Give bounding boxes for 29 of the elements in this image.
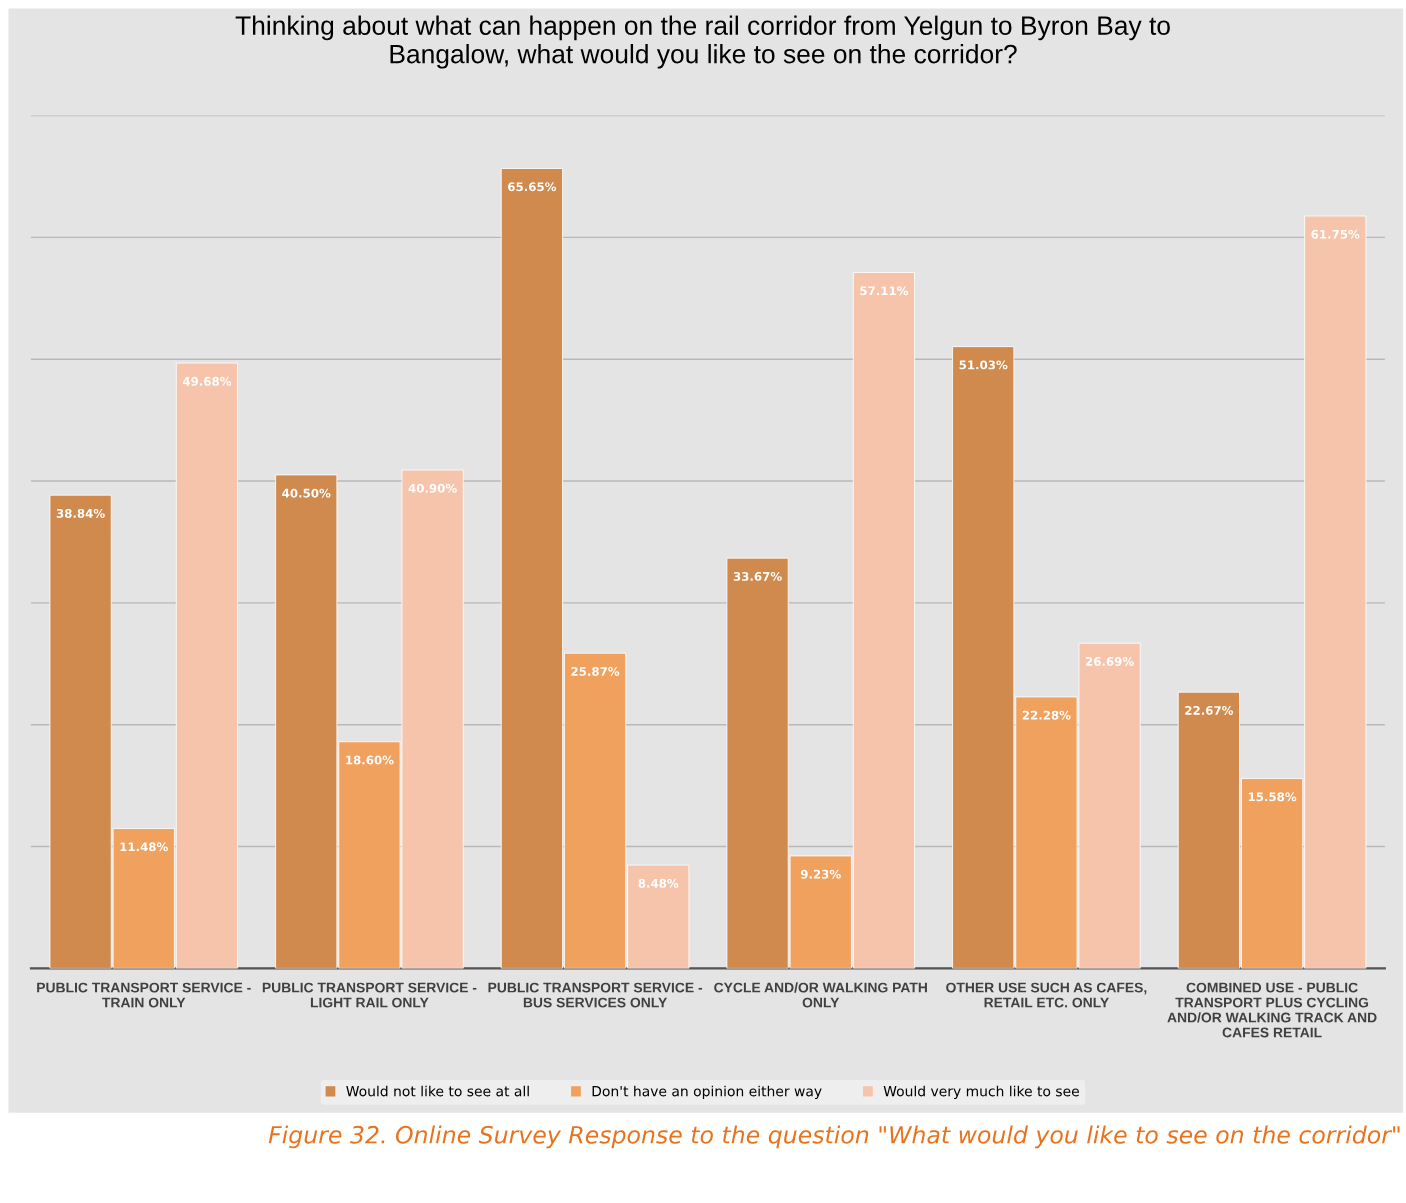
- legend-label: Would very much like to see: [883, 1085, 1079, 1100]
- data-label: 26.69%: [1085, 656, 1134, 666]
- data-label: 8.48%: [638, 878, 679, 888]
- x-tick-label: CYCLE AND/OR WALKING PATH ONLY: [714, 982, 927, 1008]
- data-label: 40.90%: [408, 483, 457, 493]
- x-tick-label: PUBLIC TRANSPORT SERVICE - LIGHT RAIL ONLY: [262, 982, 477, 1008]
- data-label: 9.23%: [800, 869, 841, 879]
- data-label: 61.75%: [1311, 229, 1360, 239]
- data-label: 49.68%: [182, 376, 232, 386]
- data-label: 22.67%: [1185, 705, 1234, 715]
- x-tick-label: COMBINED USE - PUBLIC TRANSPORT PLUS CYCLING AND/OR WALKING TRACK AND CAFES RETAIL: [1167, 982, 1377, 1038]
- data-label: 57.11%: [860, 286, 909, 296]
- data-label: 65.65%: [508, 182, 557, 192]
- x-tick-label: PUBLIC TRANSPORT SERVICE - BUS SERVICES ONLY: [488, 982, 703, 1008]
- data-label: 18.60%: [346, 755, 394, 765]
- data-label: 22.28%: [1022, 710, 1071, 720]
- legend-label: Would not like to see at all: [346, 1085, 529, 1097]
- data-label: 51.03%: [959, 360, 1008, 370]
- caption: Figure 32. Online Survey Response to the question "What would you like to see on the corridor": [268, 1125, 1400, 1149]
- x-tick-label: PUBLIC TRANSPORT SERVICE - TRAIN ONLY: [37, 982, 251, 1008]
- chart-title: Thinking about what can happen on the rail corridor from Yelgun to Byron Bay to Bangalow, what would you like to see on the corridor?: [235, 15, 1170, 69]
- data-label: 38.84%: [56, 508, 105, 518]
- data-label: 11.48%: [120, 842, 168, 852]
- data-label: 33.67%: [733, 571, 782, 581]
- legend-label: Don't have an opinion either way: [592, 1085, 822, 1100]
- data-label: 40.50%: [282, 488, 331, 498]
- data-label: 15.58%: [1248, 792, 1297, 802]
- x-tick-label: OTHER USE SUCH AS CAFES, RETAIL ETC. ONLY: [946, 982, 1147, 1008]
- data-label: 25.87%: [571, 666, 620, 676]
